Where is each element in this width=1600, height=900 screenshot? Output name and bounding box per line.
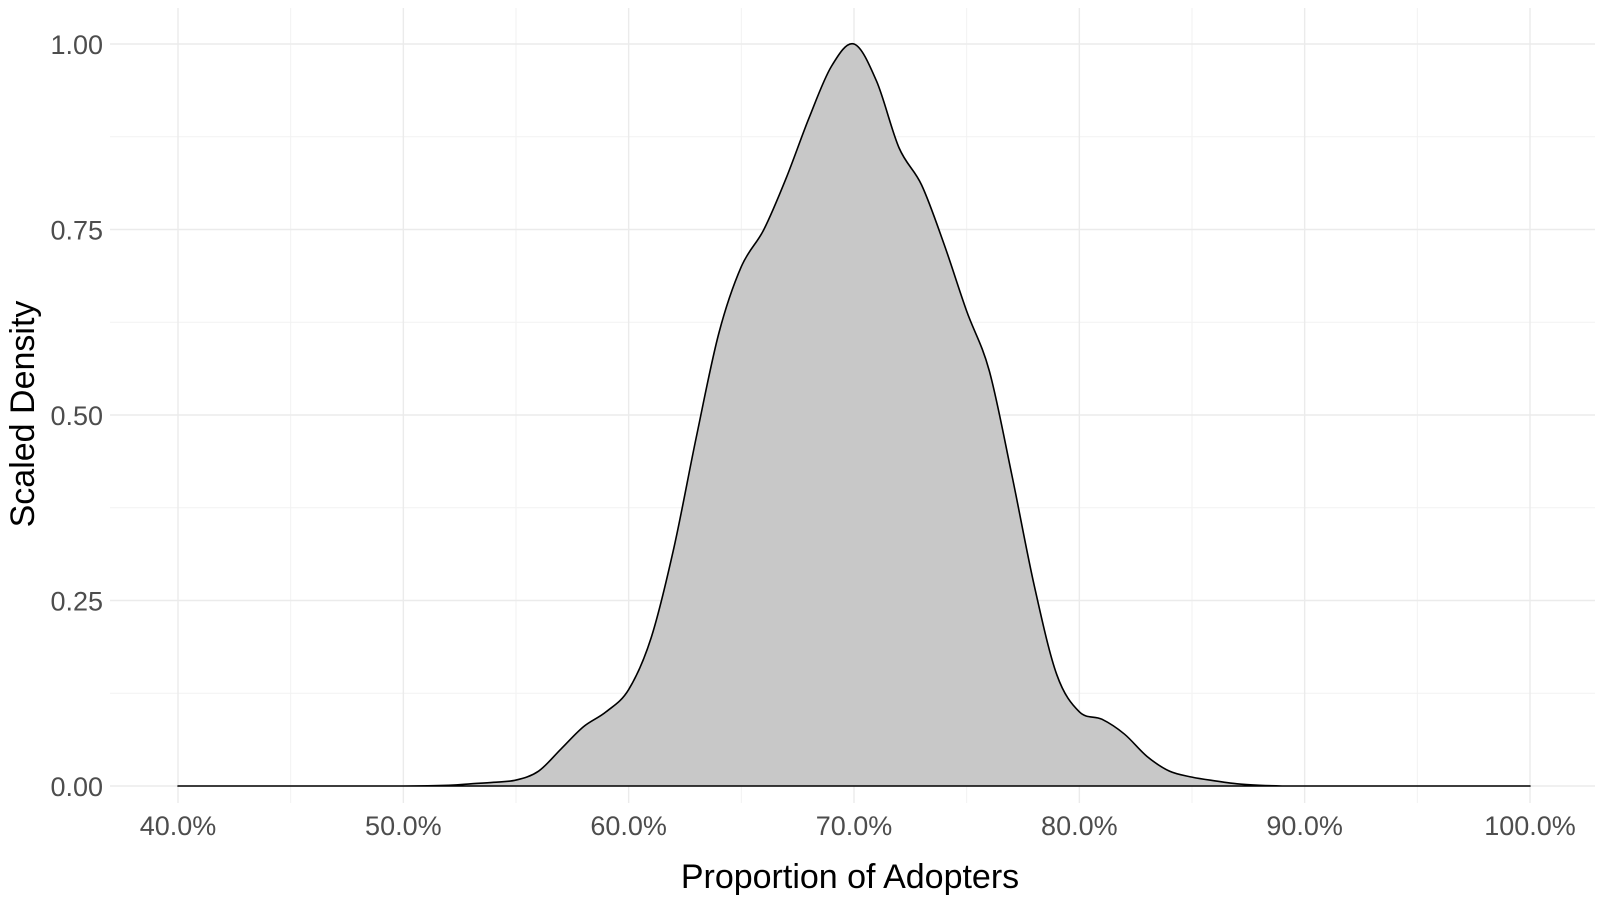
x-tick-label: 100.0% bbox=[1484, 811, 1576, 841]
y-tick-label: 0.25 bbox=[50, 587, 103, 617]
x-tick-label: 50.0% bbox=[365, 811, 442, 841]
density-area bbox=[177, 42, 1531, 787]
y-tick-label: 0.75 bbox=[50, 216, 103, 246]
x-tick-label: 90.0% bbox=[1266, 811, 1343, 841]
y-tick-label: 1.00 bbox=[50, 30, 103, 60]
y-axis-tick-labels: 0.00 0.25 0.50 0.75 1.00 bbox=[50, 30, 103, 802]
x-tick-label: 60.0% bbox=[590, 811, 667, 841]
y-tick-label: 0.50 bbox=[50, 401, 103, 431]
y-tick-label: 0.00 bbox=[50, 772, 103, 802]
x-tick-label: 40.0% bbox=[140, 811, 217, 841]
x-tick-label: 70.0% bbox=[816, 811, 893, 841]
x-tick-label: 80.0% bbox=[1041, 811, 1118, 841]
x-axis-title: Proportion of Adopters bbox=[681, 858, 1019, 896]
y-axis-title: Scaled Density bbox=[4, 301, 42, 528]
density-series bbox=[177, 42, 1531, 787]
x-axis-tick-labels: 40.0% 50.0% 60.0% 70.0% 80.0% 90.0% 100.0% bbox=[140, 811, 1576, 841]
